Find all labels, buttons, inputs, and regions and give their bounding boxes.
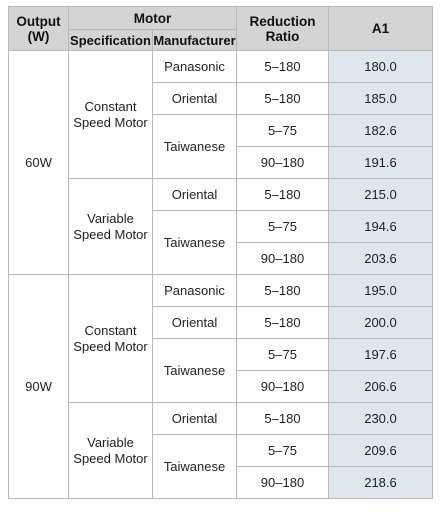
- header-ratio-line2: Ratio: [265, 28, 300, 44]
- manufacturer-cell: Oriental: [152, 306, 237, 339]
- manufacturer-cell: Taiwanese: [152, 434, 237, 499]
- a1-cell: 185.0: [328, 82, 433, 115]
- a1-cell: 206.6: [328, 370, 433, 403]
- a1-cell: 194.6: [328, 210, 433, 243]
- table-row: Taiwanese 5–75 209.6: [9, 434, 433, 499]
- table-row: 90–180 191.6: [9, 146, 433, 179]
- spec-table-container: Output (W) Motor Reduction Ratio A1 Spec…: [8, 6, 433, 499]
- header-ratio: Reduction Ratio: [236, 6, 329, 51]
- table-row: Variable Speed Motor Oriental 5–180 230.…: [9, 402, 433, 499]
- manufacturer-cell: Taiwanese: [152, 338, 237, 403]
- table-row: 90–180 203.6: [9, 242, 433, 275]
- table-row: Oriental 5–180 200.0: [9, 306, 433, 339]
- a1-cell: 209.6: [328, 434, 433, 467]
- a1-cell: 200.0: [328, 306, 433, 339]
- a1-cell: 191.6: [328, 146, 433, 179]
- table-row: 90W Constant Speed Motor Panasonic 5–180…: [8, 274, 433, 499]
- ratio-cell: 5–180: [236, 178, 329, 211]
- manufacturer-cell: Taiwanese: [152, 210, 237, 275]
- table-row: Taiwanese 5–75 197.6: [9, 338, 433, 403]
- specification-cell: Variable Speed Motor: [68, 178, 153, 275]
- spec-line1: Constant: [84, 98, 137, 114]
- ratio-cell: 5–180: [236, 402, 329, 435]
- manufacturer-cell: Oriental: [152, 402, 237, 435]
- a1-cell: 215.0: [328, 178, 433, 211]
- ratio-cell: 5–75: [236, 338, 329, 371]
- ratio-cell: 90–180: [236, 242, 329, 275]
- table-row: Taiwanese 5–75 182.6: [9, 114, 433, 179]
- ratio-cell: 5–180: [236, 274, 329, 307]
- output-cell: 90W: [8, 274, 69, 499]
- ratio-cell: 5–75: [236, 210, 329, 243]
- header-ratio-line1: Reduction: [249, 13, 316, 29]
- table-row: 90–180 218.6: [9, 466, 433, 499]
- manufacturer-cell: Panasonic: [152, 274, 237, 307]
- ratio-cell: 90–180: [236, 146, 329, 179]
- ratio-cell: 90–180: [236, 466, 329, 499]
- specification-cell: Constant Speed Motor: [68, 50, 153, 179]
- header-a1: A1: [328, 6, 433, 51]
- spec-line1: Variable: [87, 434, 134, 450]
- header-manufacturer: Manufacturer: [152, 29, 237, 51]
- ratio-cell: 5–180: [236, 306, 329, 339]
- header-output-line1: Output: [16, 13, 61, 29]
- header-output: Output (W): [8, 6, 69, 51]
- table-row: Oriental 5–180 185.0: [9, 82, 433, 115]
- a1-cell: 197.6: [328, 338, 433, 371]
- header-specification: Specification: [68, 29, 153, 51]
- a1-cell: 182.6: [328, 114, 433, 147]
- table-row: 60W Constant Speed Motor Panasonic 5–180…: [8, 50, 433, 275]
- table-row: Taiwanese 5–75 194.6: [9, 210, 433, 275]
- manufacturer-cell: Panasonic: [152, 50, 237, 83]
- manufacturer-cell: Taiwanese: [152, 114, 237, 179]
- table-row: 90–180 206.6: [9, 370, 433, 403]
- a1-cell: 195.0: [328, 274, 433, 307]
- ratio-cell: 90–180: [236, 370, 329, 403]
- a1-cell: 230.0: [328, 402, 433, 435]
- a1-cell: 218.6: [328, 466, 433, 499]
- ratio-cell: 5–180: [236, 82, 329, 115]
- manufacturer-cell: Oriental: [152, 82, 237, 115]
- ratio-cell: 5–75: [236, 434, 329, 467]
- spec-line2: Speed Motor: [73, 114, 148, 130]
- table-row: Variable Speed Motor Oriental 5–180 215.…: [9, 178, 433, 275]
- output-cell: 60W: [8, 50, 69, 275]
- spec-table: Output (W) Motor Reduction Ratio A1 Spec…: [8, 6, 433, 499]
- spec-line1: Constant: [84, 322, 137, 338]
- specification-cell: Variable Speed Motor: [68, 402, 153, 499]
- manufacturer-cell: Oriental: [152, 178, 237, 211]
- a1-cell: 180.0: [328, 50, 433, 83]
- spec-line2: Speed Motor: [73, 338, 148, 354]
- a1-cell: 203.6: [328, 242, 433, 275]
- header-output-line2: (W): [27, 28, 50, 44]
- header-motor: Motor: [68, 6, 237, 30]
- spec-line2: Speed Motor: [73, 226, 148, 242]
- spec-line1: Variable: [87, 210, 134, 226]
- ratio-cell: 5–180: [236, 50, 329, 83]
- spec-line2: Speed Motor: [73, 450, 148, 466]
- specification-cell: Constant Speed Motor: [68, 274, 153, 403]
- ratio-cell: 5–75: [236, 114, 329, 147]
